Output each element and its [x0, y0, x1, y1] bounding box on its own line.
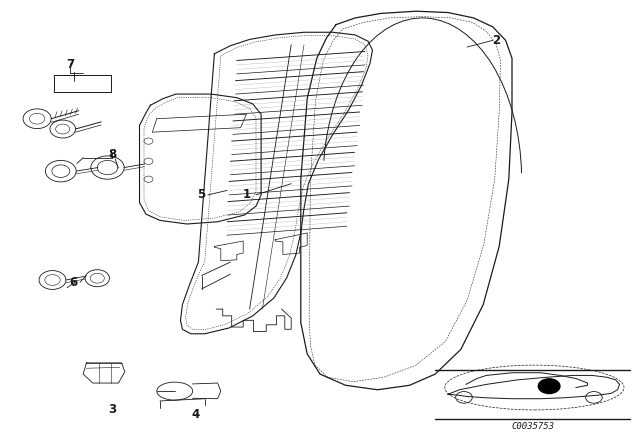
Bar — [54, 75, 111, 92]
Text: 3: 3 — [108, 403, 116, 417]
Text: 1: 1 — [243, 188, 250, 202]
Text: 8: 8 — [108, 148, 116, 161]
Text: 4: 4 — [191, 408, 199, 421]
Text: 7: 7 — [67, 58, 74, 72]
Text: C0035753: C0035753 — [511, 422, 555, 431]
Circle shape — [538, 378, 561, 394]
Text: 2: 2 — [492, 34, 500, 47]
Text: 5: 5 — [198, 188, 205, 202]
Text: 6: 6 — [70, 276, 77, 289]
